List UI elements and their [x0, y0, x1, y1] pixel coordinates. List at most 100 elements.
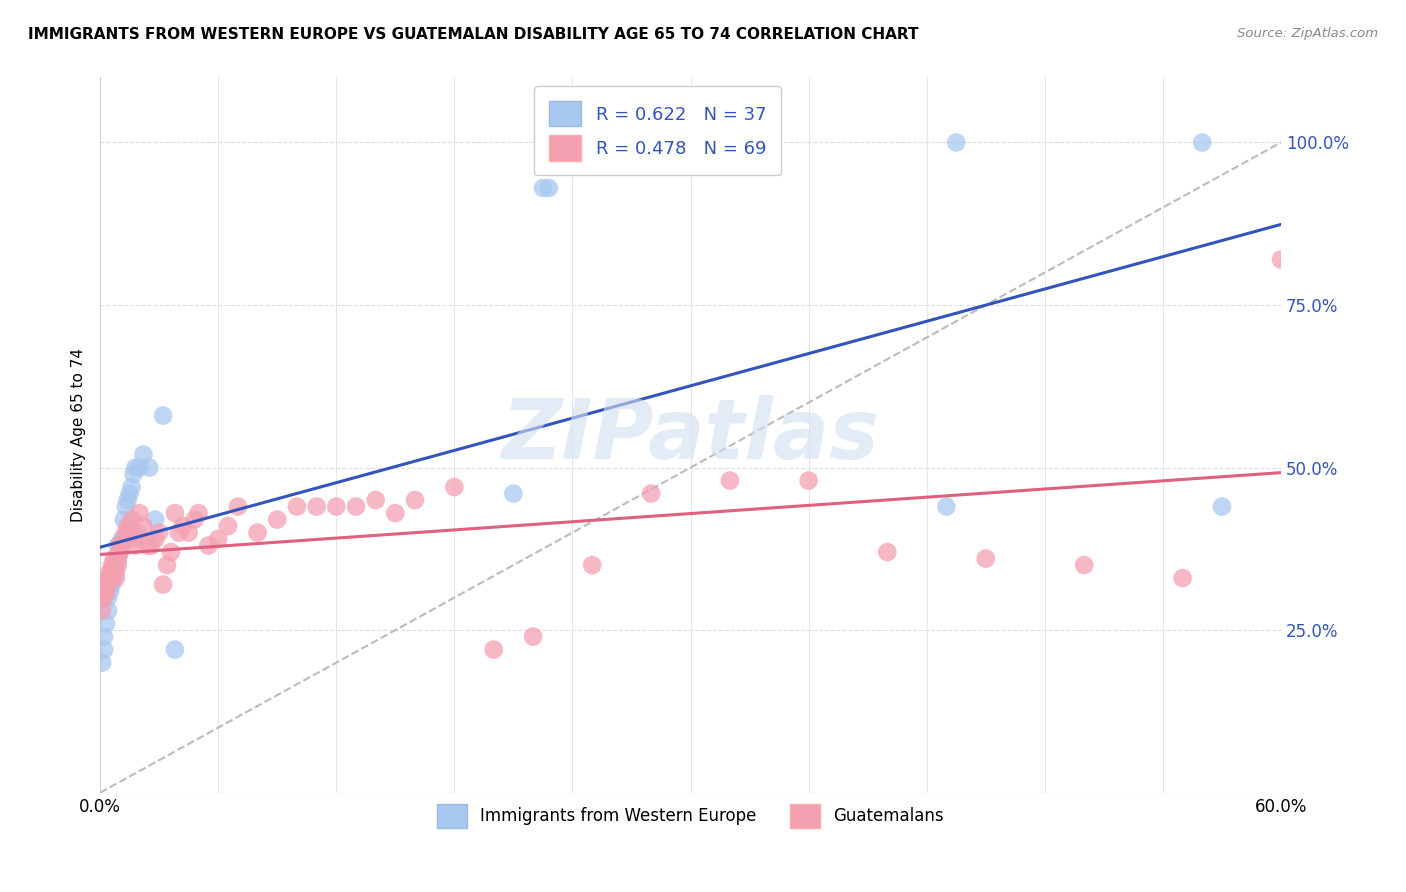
Point — [127, 525, 149, 540]
Point — [640, 486, 662, 500]
Point — [138, 460, 160, 475]
Point — [93, 630, 115, 644]
Point — [285, 500, 308, 514]
Point — [124, 539, 146, 553]
Point — [98, 577, 121, 591]
Point — [107, 558, 129, 573]
Point — [197, 539, 219, 553]
Point — [107, 551, 129, 566]
Point — [121, 512, 143, 526]
Point — [117, 519, 139, 533]
Point — [104, 565, 127, 579]
Point — [107, 539, 129, 553]
Point — [97, 591, 120, 605]
Point — [108, 545, 131, 559]
Point — [101, 558, 124, 573]
Point — [177, 525, 200, 540]
Point — [1191, 136, 1213, 150]
Point — [108, 539, 131, 553]
Point — [103, 551, 125, 566]
Point — [93, 642, 115, 657]
Point — [103, 571, 125, 585]
Point — [482, 642, 505, 657]
Point — [111, 532, 134, 546]
Point — [97, 577, 120, 591]
Point — [364, 493, 387, 508]
Point — [344, 500, 367, 514]
Text: Source: ZipAtlas.com: Source: ZipAtlas.com — [1237, 27, 1378, 40]
Point — [974, 551, 997, 566]
Point — [404, 493, 426, 508]
Point — [522, 630, 544, 644]
Point — [217, 519, 239, 533]
Point — [207, 532, 229, 546]
Point — [108, 545, 131, 559]
Point — [94, 577, 117, 591]
Text: IMMIGRANTS FROM WESTERN EUROPE VS GUATEMALAN DISABILITY AGE 65 TO 74 CORRELATION: IMMIGRANTS FROM WESTERN EUROPE VS GUATEM… — [28, 27, 918, 42]
Point — [537, 181, 560, 195]
Point — [160, 545, 183, 559]
Point — [103, 558, 125, 573]
Point — [172, 519, 194, 533]
Point — [112, 532, 135, 546]
Point — [136, 539, 159, 553]
Point — [91, 656, 114, 670]
Point — [132, 448, 155, 462]
Point — [305, 500, 328, 514]
Point — [443, 480, 465, 494]
Point — [118, 525, 141, 540]
Point — [502, 486, 524, 500]
Point — [91, 604, 114, 618]
Point — [104, 558, 127, 573]
Point — [107, 551, 129, 566]
Point — [187, 506, 209, 520]
Point — [226, 500, 249, 514]
Point — [111, 539, 134, 553]
Point — [112, 512, 135, 526]
Point — [143, 512, 166, 526]
Point — [945, 136, 967, 150]
Point — [104, 571, 127, 585]
Point — [103, 565, 125, 579]
Point — [935, 500, 957, 514]
Point — [531, 181, 554, 195]
Point — [121, 480, 143, 494]
Legend: Immigrants from Western Europe, Guatemalans: Immigrants from Western Europe, Guatemal… — [430, 797, 950, 834]
Point — [163, 642, 186, 657]
Y-axis label: Disability Age 65 to 74: Disability Age 65 to 74 — [72, 348, 86, 522]
Point — [122, 467, 145, 481]
Point — [1270, 252, 1292, 267]
Point — [163, 506, 186, 520]
Point — [91, 591, 114, 605]
Point — [132, 519, 155, 533]
Point — [122, 532, 145, 546]
Point — [325, 500, 347, 514]
Point — [183, 512, 205, 526]
Point — [98, 565, 121, 579]
Point — [118, 486, 141, 500]
Point — [797, 474, 820, 488]
Point — [93, 591, 115, 605]
Point — [152, 577, 174, 591]
Point — [98, 571, 121, 585]
Point — [124, 460, 146, 475]
Point — [97, 604, 120, 618]
Point — [1211, 500, 1233, 514]
Point — [384, 506, 406, 520]
Point — [1073, 558, 1095, 573]
Point — [167, 525, 190, 540]
Point — [93, 584, 115, 599]
Point — [581, 558, 603, 573]
Text: ZIPatlas: ZIPatlas — [502, 394, 880, 475]
Point — [128, 506, 150, 520]
Point — [246, 525, 269, 540]
Point — [94, 584, 117, 599]
Point — [266, 512, 288, 526]
Point — [718, 474, 741, 488]
Point — [156, 558, 179, 573]
Point — [128, 460, 150, 475]
Point — [1171, 571, 1194, 585]
Point — [148, 525, 170, 540]
Point — [876, 545, 898, 559]
Point — [114, 500, 136, 514]
